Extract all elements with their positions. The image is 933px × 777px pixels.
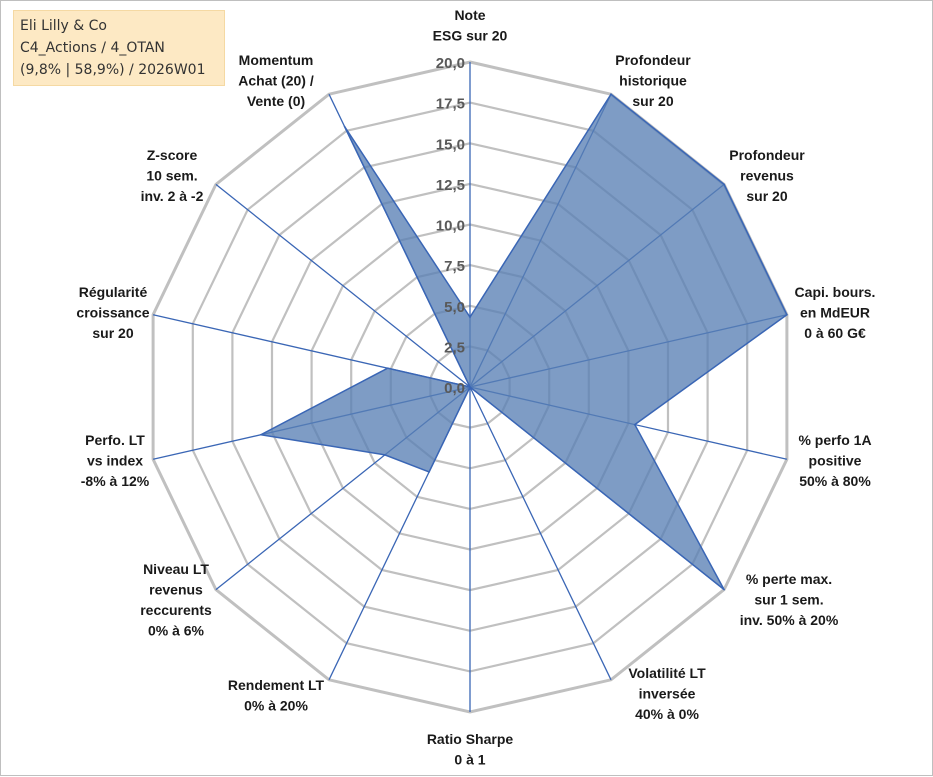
axis-label-line: Perfo. LT: [85, 432, 145, 448]
axis-label-line: sur 20: [746, 188, 787, 204]
axis-label-z-score: Z-score 10 sem. inv. 2 à -2: [141, 147, 204, 204]
axis-label-line: croissance: [76, 305, 149, 321]
chart-title-box: Eli Lilly & Co C4_Actions / 4_OTAN (9,8%…: [13, 10, 225, 86]
data-point-capi-bours: [786, 313, 788, 316]
data-point-profondeur-revenus: [723, 183, 725, 186]
data-point-regularite-croissance: [386, 367, 389, 370]
axis-label-profondeur-historique: Profondeur historique sur 20: [615, 52, 691, 109]
tick-label-4: 10,0: [436, 218, 465, 235]
axis-label-line: 0% à 6%: [148, 623, 205, 639]
axis-label-line: Vente (0): [247, 93, 305, 109]
axis-label-line: 0 à 60 G€: [804, 325, 866, 341]
tick-label-8: 20,0: [436, 55, 465, 72]
axis-label-line: Volatilité LT: [628, 665, 706, 681]
axis-label-line: Profondeur: [615, 52, 691, 68]
axis-label-line: en MdEUR: [800, 305, 870, 321]
axis-label-note-esg: Note ESG sur 20: [433, 7, 508, 44]
axis-label-line: Ratio Sharpe: [427, 731, 514, 747]
axis-label-line: inversée: [639, 686, 696, 702]
axis-label-line: 50% à 80%: [799, 473, 871, 489]
axis-label-perfo-lt-index: Perfo. LT vs index -8% à 12%: [81, 432, 150, 489]
data-point-perfo-lt-index: [260, 433, 262, 436]
spoke-z-score: [215, 183, 471, 388]
tick-label-7: 17,5: [436, 96, 465, 113]
axis-label-regularite-croissance: Régularité croissance sur 20: [76, 284, 149, 341]
axis-label-rendement-lt: Rendement LT 0% à 20%: [228, 677, 325, 714]
axis-label-line: sur 1 sem.: [754, 592, 823, 608]
data-point-momentum: [343, 125, 346, 128]
axis-label-line: % perte max.: [746, 571, 832, 587]
axis-label-line: Niveau LT: [143, 561, 209, 577]
axis-label-volatilite-lt: Volatilité LT inversée 40% à 0%: [628, 665, 706, 722]
axis-label-line: inv. 2 à -2: [141, 188, 204, 204]
axis-label-line: Capi. bours.: [795, 284, 876, 300]
tick-label-2: 5,0: [444, 299, 465, 316]
axis-label-line: historique: [619, 73, 687, 89]
axis-label-line: revenus: [149, 582, 203, 598]
axis-label-line: Régularité: [79, 284, 148, 300]
axis-label-line: inv. 50% à 20%: [740, 612, 839, 628]
tick-label-1: 2,5: [444, 339, 465, 356]
axis-label-line: Achat (20) /: [238, 73, 314, 89]
data-point-rendement-lt: [428, 471, 430, 473]
data-point-z-score: [469, 386, 471, 388]
axis-label-line: Momentum: [239, 52, 314, 68]
title-company: Eli Lilly & Co: [20, 18, 107, 34]
axis-label-line: positive: [809, 453, 862, 469]
axis-label-ratio-sharpe: Ratio Sharpe 0 à 1: [427, 731, 514, 768]
axis-label-line: % perfo 1A: [798, 432, 871, 448]
axis-label-line: vs index: [87, 453, 143, 469]
axis-label-line: 0% à 20%: [244, 698, 308, 714]
axis-label-line: -8% à 12%: [81, 473, 150, 489]
data-point-perte-max: [723, 588, 725, 591]
axis-label-line: revenus: [740, 168, 794, 184]
tick-label-6: 15,0: [436, 136, 465, 153]
axis-label-line: 10 sem.: [146, 168, 197, 184]
axis-label-line: sur 20: [92, 325, 133, 341]
axis-label-perte-max: % perte max. sur 1 sem. inv. 50% à 20%: [740, 571, 839, 628]
tick-label-5: 12,5: [436, 177, 465, 194]
axis-label-capi-bours: Capi. bours. en MdEUR 0 à 60 G€: [795, 284, 876, 341]
data-point-note-esg: [469, 316, 471, 318]
series-area: [258, 93, 788, 591]
data-point-perfo-1a: [634, 423, 636, 426]
axis-label-niveau-lt-revenus: Niveau LT revenus reccurents 0% à 6%: [140, 561, 212, 639]
title-category: C4_Actions / 4_OTAN: [20, 40, 165, 56]
axis-label-line: 40% à 0%: [635, 706, 699, 722]
axis-category-labels: Note ESG sur 20 Profondeur historique sur 20…: [76, 7, 875, 768]
axis-label-perfo-1a: % perfo 1A positive 50% à 80%: [798, 432, 871, 489]
axis-label-line: reccurents: [140, 602, 212, 618]
data-point-profondeur-historique: [610, 93, 612, 95]
axis-label-line: Note: [454, 7, 485, 23]
axis-label-line: sur 20: [632, 93, 673, 109]
axis-label-line: 0 à 1: [454, 752, 485, 768]
axis-label-line: ESG sur 20: [433, 28, 508, 44]
title-stats: (9,8% | 58,9%) / 2026W01: [20, 62, 206, 78]
tick-label-3: 7,5: [444, 258, 465, 275]
axis-label-line: Rendement LT: [228, 677, 325, 693]
data-point-niveau-lt-revenus: [384, 454, 386, 456]
tick-label-0: 0,0: [444, 380, 465, 397]
radial-tick-labels: 0,0 2,5 5,0 7,5 10,0 12,5 15,0 17,5 20,0: [436, 55, 465, 397]
spoke-volatilite-lt: [469, 386, 612, 681]
axis-label-line: Profondeur: [729, 147, 805, 163]
axis-label-profondeur-revenus: Profondeur revenus sur 20: [729, 147, 805, 204]
radar-series: [258, 93, 788, 591]
axis-label-line: Z-score: [147, 147, 198, 163]
axis-label-momentum: Momentum Achat (20) / Vente (0): [238, 52, 314, 109]
